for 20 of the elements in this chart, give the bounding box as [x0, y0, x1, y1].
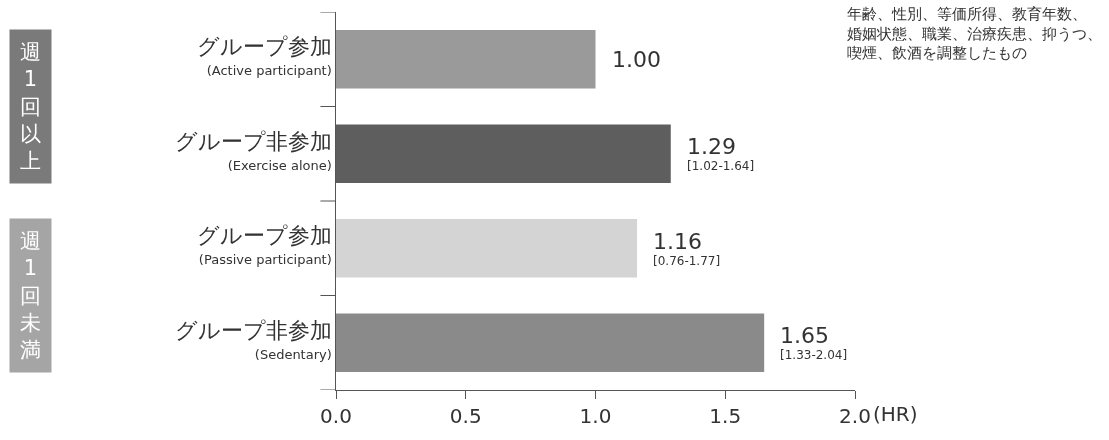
- text: 週1回以上: [20, 40, 41, 174]
- data-label: 1.29 [1.02-1.64]: [687, 134, 755, 173]
- bar: [336, 29, 596, 89]
- y-tick-label: グループ参加 (Active participant): [196, 34, 332, 79]
- x-tick-label: 0.0: [320, 404, 352, 428]
- annotation: 年齢、性別、等価所得、教育年数、婚姻状態、職業、治療疾患、抑うつ、喫煙、飲酒を調整したもの: [847, 5, 1102, 62]
- x-tick-label: 1.5: [709, 404, 742, 428]
- x-tick-label: 0.5: [449, 404, 482, 428]
- x-axis-title: (HR): [873, 402, 918, 426]
- bar: [336, 218, 638, 278]
- y-tick-label: グループ非参加 (Exercise alone): [174, 128, 332, 173]
- data-label: 1.16 [0.76-1.77]: [653, 229, 721, 268]
- x-tick-label: 1.0: [579, 404, 612, 428]
- x-tick-label: 2.0: [839, 404, 871, 428]
- y-tick-label: グループ非参加 (Sedentary): [174, 317, 332, 362]
- y-tick-label: グループ参加 (Passive participant): [196, 223, 332, 268]
- bar: [336, 313, 765, 373]
- data-label: 1.00: [612, 47, 661, 72]
- text: 週1回未満: [20, 229, 41, 363]
- data-label: 1.65 [1.33-2.04]: [780, 323, 848, 362]
